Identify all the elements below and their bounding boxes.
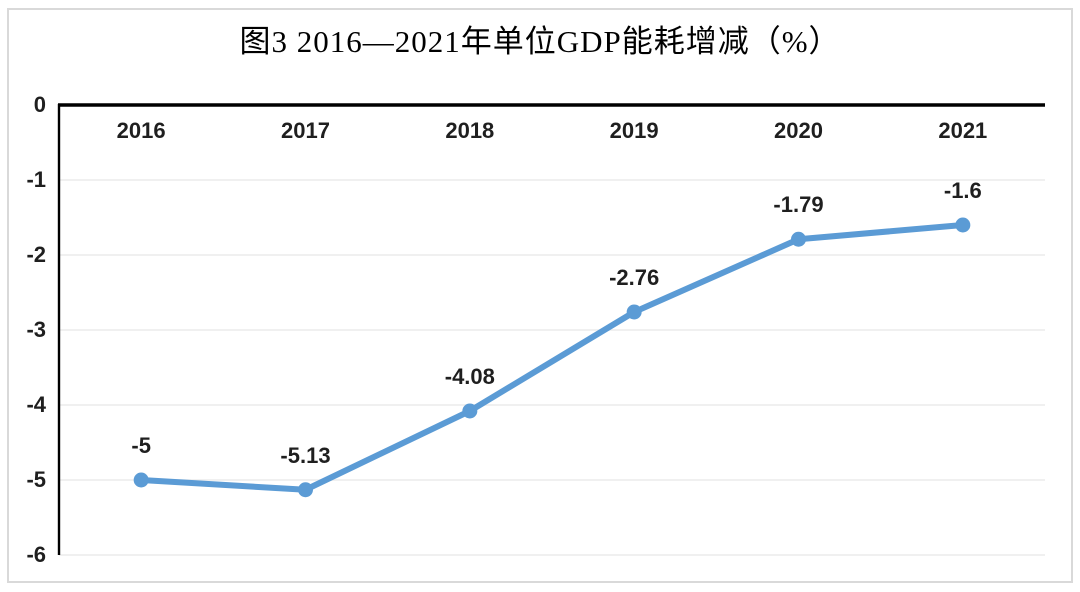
series-line <box>138 222 966 493</box>
x-tick-label: 2017 <box>281 118 330 143</box>
x-tick-label: 2020 <box>774 118 823 143</box>
y-tick-label: -6 <box>26 542 46 567</box>
data-point-marker <box>462 403 478 419</box>
x-tick-label: 2018 <box>445 118 495 143</box>
data-point-label: -5 <box>131 433 151 458</box>
data-point-label: -1.79 <box>773 192 824 218</box>
data-point-marker <box>791 231 806 247</box>
y-tick-label: -3 <box>26 317 46 342</box>
data-point-label: -2.76 <box>609 265 660 290</box>
data-point-marker <box>298 482 313 498</box>
chart-title: 图3 2016—2021年单位GDP能耗增减（%） <box>239 24 841 59</box>
y-tick-label: -4 <box>26 392 46 417</box>
x-tick-label: 2016 <box>116 118 166 143</box>
y-tick-label: -5 <box>26 467 46 492</box>
x-tick-label: 2019 <box>609 118 659 143</box>
data-point-label: -4.08 <box>444 364 495 389</box>
data-point-marker <box>133 472 149 488</box>
y-tick-label: -2 <box>26 242 46 267</box>
x-tick-label: 2021 <box>938 118 988 143</box>
y-tick-label: -1 <box>26 167 46 192</box>
data-point-label: -1.6 <box>943 178 982 203</box>
y-tick-label: 0 <box>33 92 46 117</box>
data-point-label: -5.13 <box>280 442 331 468</box>
data-point-marker <box>626 304 642 320</box>
data-point-marker <box>955 217 971 233</box>
